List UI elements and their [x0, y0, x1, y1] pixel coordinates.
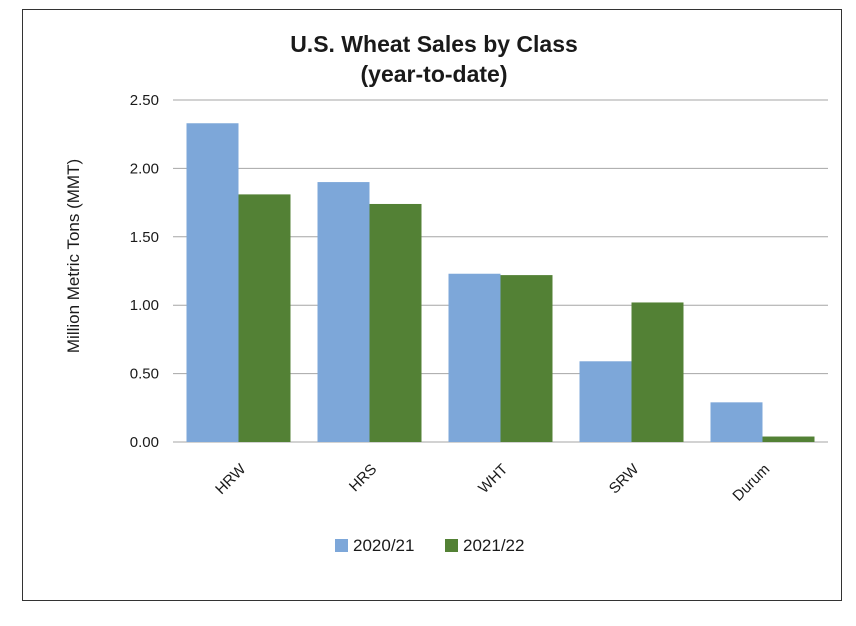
legend-swatch: [445, 539, 458, 552]
bar-wht-2021-22: [500, 275, 553, 442]
bar-hrs-2020-21: [317, 182, 370, 442]
y-tick-label: 0.50: [130, 366, 159, 383]
y-tick-label: 1.00: [130, 297, 159, 314]
bar-durum-2020-21: [710, 402, 763, 442]
bars: [186, 123, 815, 443]
chart-subtitle: (year-to-date): [361, 61, 508, 87]
bar-wht-2020-21: [448, 273, 501, 442]
x-axis-ticks: HRW HRS WHT SRW Durum: [212, 460, 773, 504]
chart-frame: U.S. Wheat Sales by Class (year-to-date)…: [22, 9, 842, 601]
bar-durum-2021-22: [762, 436, 815, 442]
bar-srw-2020-21: [579, 361, 632, 442]
x-tick-label: SRW: [606, 460, 643, 497]
legend: 2020/21 2021/22: [335, 536, 524, 555]
legend-swatch: [335, 539, 348, 552]
y-tick-label: 2.00: [130, 160, 159, 177]
x-tick-label: Durum: [729, 461, 773, 505]
y-tick-label: 1.50: [130, 229, 159, 246]
bar-hrs-2021-22: [369, 203, 422, 442]
bar-srw-2021-22: [631, 302, 684, 442]
bar-hrw-2020-21: [186, 123, 239, 443]
y-tick-label: 0.00: [130, 434, 159, 451]
y-axis-ticks: 0.00 0.50 1.00 1.50 2.00 2.50: [130, 92, 159, 451]
legend-label: 2020/21: [353, 536, 414, 555]
x-tick-label: WHT: [475, 461, 511, 497]
chart-svg: U.S. Wheat Sales by Class (year-to-date)…: [64, 31, 828, 555]
bar-hrw-2021-22: [238, 194, 291, 442]
legend-label: 2021/22: [463, 536, 524, 555]
y-axis-title: Million Metric Tons (MMT): [64, 159, 83, 353]
x-tick-label: HRS: [346, 461, 380, 495]
y-tick-label: 2.50: [130, 92, 159, 109]
chart-title: U.S. Wheat Sales by Class: [290, 31, 578, 57]
x-tick-label: HRW: [212, 460, 250, 498]
